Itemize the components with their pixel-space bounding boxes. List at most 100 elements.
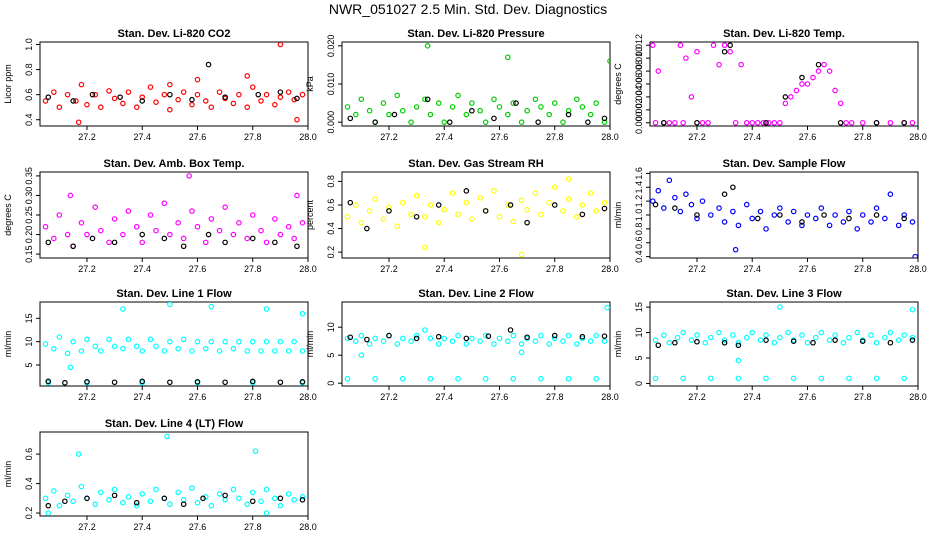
y-tick-label: 0.8 <box>24 63 34 76</box>
data-point-hourly <box>782 94 789 100</box>
data-point-all <box>291 235 297 242</box>
y-tick-label: 5 <box>24 362 34 367</box>
data-point-hourly <box>601 333 608 339</box>
data-point-all <box>236 220 242 226</box>
data-point-all <box>427 335 434 342</box>
y-tick-label: 10 <box>634 328 644 338</box>
data-point-all <box>353 202 359 208</box>
data-point-hourly <box>161 235 168 242</box>
data-point-all <box>790 208 797 215</box>
data-point-all <box>749 119 756 126</box>
y-tick-label: 0.002 <box>634 99 644 122</box>
data-point-all <box>180 89 187 95</box>
x-tick-label: 27.6 <box>189 132 207 142</box>
data-point-hourly <box>424 96 431 103</box>
data-point-all <box>707 212 714 218</box>
data-point-all <box>694 48 700 55</box>
y-axis-label: ml/min <box>613 202 623 229</box>
data-point-all <box>263 338 270 345</box>
data-point-all <box>455 211 461 218</box>
data-point-hourly <box>364 225 370 232</box>
data-point-all <box>64 231 71 238</box>
data-point-all <box>565 332 572 339</box>
data-point-all <box>868 219 874 225</box>
data-point-all <box>901 332 907 338</box>
plot-frame <box>39 431 309 517</box>
y-axis-label: ml/min <box>3 331 13 358</box>
data-point-all <box>64 91 71 98</box>
data-point-all <box>510 100 517 106</box>
data-point-all <box>208 104 215 110</box>
data-point-all <box>422 96 428 103</box>
data-point-all <box>510 218 517 225</box>
data-point-all <box>826 337 833 343</box>
x-tick-label: 28.0 <box>601 392 619 402</box>
data-point-all <box>574 96 580 103</box>
y-axis-label: kPa <box>305 76 315 92</box>
data-point-all <box>604 304 610 311</box>
data-point-all <box>236 338 242 345</box>
data-point-all <box>167 106 173 113</box>
data-point-all <box>277 338 284 345</box>
data-point-hourly <box>815 61 822 68</box>
x-tick-label: 27.8 <box>854 392 872 402</box>
data-point-all <box>799 332 805 338</box>
chart-title: Stan. Dev. Gas Stream RH <box>408 158 544 170</box>
data-point-all <box>702 339 709 346</box>
data-point-all <box>42 341 49 347</box>
data-point-hourly <box>386 332 392 339</box>
y-tick-label: 0.35 <box>24 167 34 185</box>
data-point-all <box>482 332 489 339</box>
data-points <box>42 433 306 516</box>
data-point-hourly <box>909 337 916 343</box>
data-point-all <box>408 119 414 125</box>
data-point-all <box>277 502 284 509</box>
data-point-all <box>202 345 209 352</box>
data-point-hourly <box>601 115 608 122</box>
x-tick-label: 27.6 <box>799 264 817 274</box>
chart-panel-8: Stan. Dev. Line 2 Flow ml/min 27.2 27.4 27.6… <box>305 288 619 402</box>
data-point-all <box>208 303 215 310</box>
data-point-all <box>760 119 767 126</box>
data-point-all <box>699 198 706 204</box>
data-point-hourly <box>754 215 761 222</box>
data-point-all <box>763 226 769 232</box>
data-point-all <box>42 223 49 230</box>
data-point-hourly <box>277 89 284 95</box>
plot-frame <box>341 301 611 387</box>
data-point-all <box>299 348 306 354</box>
page-title: NWR_051027 2.5 Min. Std. Dev. Diagnostic… <box>328 1 608 17</box>
data-point-all <box>846 334 852 341</box>
data-point-all <box>294 192 300 199</box>
data-point-all <box>735 357 742 364</box>
data-point-hourly <box>117 94 123 100</box>
data-point-all <box>882 334 888 341</box>
data-point-all <box>51 89 57 95</box>
data-point-all <box>380 216 387 222</box>
data-point-hourly <box>694 338 700 345</box>
data-point-all <box>680 119 686 126</box>
data-point-all <box>909 334 916 341</box>
data-point-all <box>477 338 483 345</box>
data-point-hourly <box>513 100 519 106</box>
data-point-all <box>70 338 76 345</box>
data-point-all <box>909 306 916 313</box>
data-point-all <box>366 341 373 347</box>
data-point-all <box>249 489 256 496</box>
data-point-all <box>895 337 902 343</box>
data-point-all <box>272 101 278 108</box>
data-point-hourly <box>832 337 838 343</box>
data-point-hourly <box>386 208 392 214</box>
data-point-all <box>518 197 525 204</box>
data-point-hourly <box>167 379 173 386</box>
data-point-all <box>707 334 714 341</box>
data-point-all <box>449 104 456 110</box>
data-point-all <box>299 310 306 317</box>
data-point-hourly <box>446 119 453 125</box>
data-point-all <box>186 173 192 179</box>
data-point-all <box>716 205 722 211</box>
data-point-hourly <box>507 327 514 333</box>
data-point-all <box>413 104 420 110</box>
data-point-all <box>216 89 223 95</box>
data-point-all <box>42 495 49 502</box>
